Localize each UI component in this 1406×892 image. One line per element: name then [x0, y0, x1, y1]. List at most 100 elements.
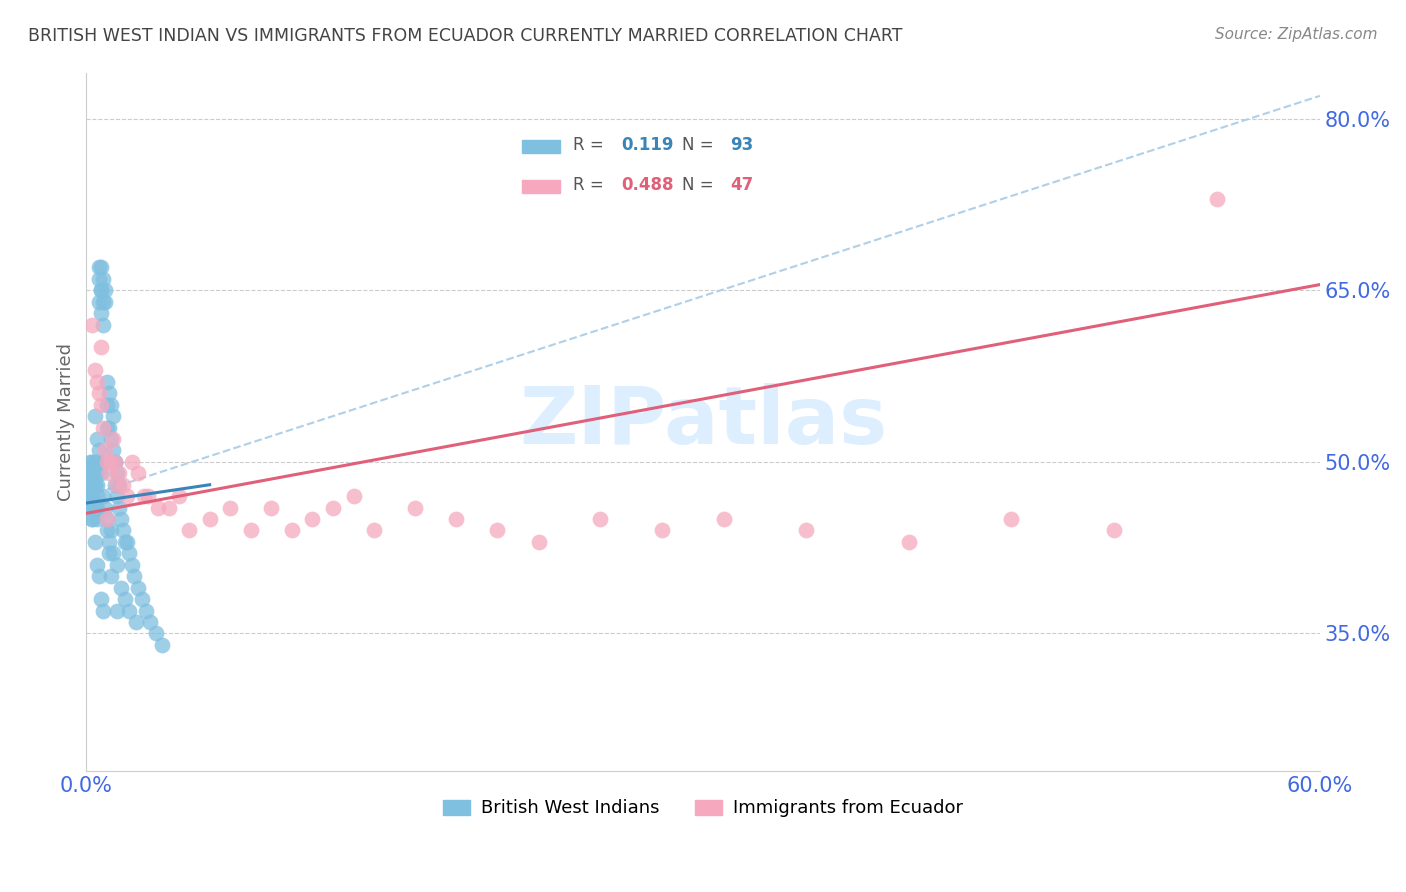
Point	[86, 489, 108, 503]
Point	[90, 283, 112, 297]
Point	[83, 535, 105, 549]
Point	[79, 500, 101, 515]
Point	[198, 512, 221, 526]
Point	[105, 558, 128, 572]
Point	[87, 294, 110, 309]
Point	[897, 535, 920, 549]
Point	[219, 500, 242, 515]
Point	[82, 512, 104, 526]
Point	[83, 455, 105, 469]
Legend: British West Indians, Immigrants from Ecuador: British West Indians, Immigrants from Ec…	[436, 792, 970, 824]
Point	[100, 455, 122, 469]
Point	[104, 477, 127, 491]
Point	[148, 500, 170, 515]
Point	[82, 318, 104, 332]
Point	[342, 489, 364, 503]
Point	[86, 477, 108, 491]
Point	[167, 489, 190, 503]
Point	[131, 592, 153, 607]
Point	[90, 341, 112, 355]
Point	[124, 615, 146, 629]
Point	[1104, 524, 1126, 538]
Point	[239, 524, 262, 538]
Point	[90, 283, 112, 297]
Point	[108, 500, 131, 515]
Point	[101, 432, 124, 446]
Point	[118, 546, 141, 560]
Point	[404, 500, 426, 515]
Point	[96, 512, 118, 526]
Point	[363, 524, 385, 538]
Point	[127, 581, 149, 595]
Point	[90, 592, 112, 607]
Point	[713, 512, 735, 526]
Point	[86, 512, 108, 526]
Point	[91, 272, 114, 286]
Point	[94, 283, 117, 297]
Point	[97, 535, 120, 549]
Point	[260, 500, 283, 515]
Point	[94, 294, 117, 309]
Point	[110, 512, 132, 526]
Point	[91, 489, 114, 503]
Point	[86, 432, 108, 446]
Y-axis label: Currently Married: Currently Married	[58, 343, 75, 500]
Point	[105, 603, 128, 617]
Point	[651, 524, 673, 538]
Point	[77, 489, 100, 503]
Point	[87, 272, 110, 286]
Point	[157, 500, 180, 515]
Point	[91, 318, 114, 332]
Point	[83, 500, 105, 515]
Point	[79, 477, 101, 491]
Point	[108, 467, 131, 481]
Point	[118, 603, 141, 617]
Point	[83, 477, 105, 491]
Point	[82, 477, 104, 491]
Point	[145, 626, 167, 640]
Point	[794, 524, 817, 538]
Point	[281, 524, 304, 538]
Point	[97, 420, 120, 434]
Point	[101, 409, 124, 423]
Point	[91, 420, 114, 434]
Point	[86, 500, 108, 515]
Point	[87, 443, 110, 458]
Point	[112, 524, 135, 538]
Point	[96, 420, 118, 434]
Point	[82, 500, 104, 515]
Point	[132, 489, 155, 503]
Point	[136, 489, 159, 503]
Point	[97, 546, 120, 560]
Point	[94, 500, 117, 515]
Point	[90, 455, 112, 469]
Point	[121, 558, 143, 572]
Point	[82, 455, 104, 469]
Point	[1000, 512, 1022, 526]
Point	[86, 467, 108, 481]
Point	[79, 489, 101, 503]
Point	[117, 489, 139, 503]
Point	[122, 569, 145, 583]
Point	[91, 294, 114, 309]
Point	[100, 432, 122, 446]
Point	[96, 524, 118, 538]
Point	[91, 603, 114, 617]
Point	[96, 375, 118, 389]
Point	[97, 386, 120, 401]
Point	[105, 477, 128, 491]
Point	[121, 455, 143, 469]
Text: BRITISH WEST INDIAN VS IMMIGRANTS FROM ECUADOR CURRENTLY MARRIED CORRELATION CHA: BRITISH WEST INDIAN VS IMMIGRANTS FROM E…	[28, 27, 903, 45]
Point	[117, 535, 139, 549]
Point	[177, 524, 200, 538]
Point	[127, 467, 149, 481]
Point	[82, 467, 104, 481]
Point	[90, 260, 112, 275]
Point	[322, 500, 344, 515]
Point	[114, 592, 136, 607]
Point	[96, 455, 118, 469]
Point	[105, 467, 128, 481]
Point	[86, 375, 108, 389]
Point	[79, 467, 101, 481]
Point	[101, 546, 124, 560]
